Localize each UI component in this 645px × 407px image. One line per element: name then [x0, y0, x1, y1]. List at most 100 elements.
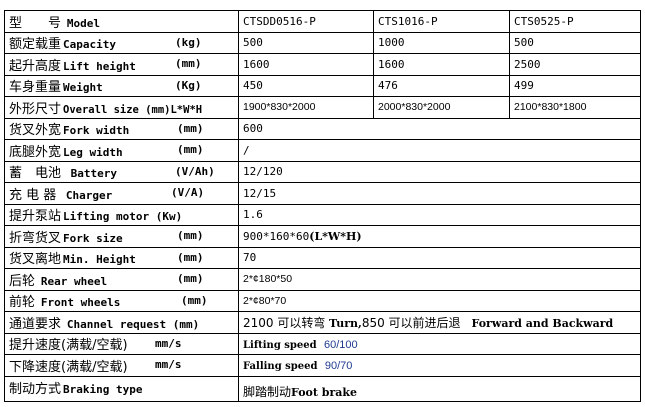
- model-cell: CTS1016-P: [373, 10, 510, 33]
- label-cell: 前轮 Front wheels (mm): [4, 289, 239, 312]
- model-cell: CTSDD0516-P: [238, 10, 374, 33]
- label-en: Lift height: [63, 59, 136, 73]
- value-cell: 12/15: [238, 182, 641, 205]
- fork-size-suffix: (L*W*H): [309, 229, 362, 243]
- label-cn: 型 号: [9, 15, 62, 31]
- label-cn: 下降速度(满载/空载): [9, 359, 128, 375]
- value-cell: 2*¢180*50: [238, 268, 641, 291]
- value-cell: 499: [509, 74, 641, 97]
- value-cell: 1000: [373, 31, 510, 54]
- fork-size-value: 900*160*60: [243, 229, 310, 243]
- table-row-front-wheels: 前轮 Front wheels (mm) 2*¢80*70: [4, 289, 641, 312]
- label-unit: (mm): [177, 250, 204, 264]
- label-unit: (mm): [177, 229, 204, 242]
- value-cell: 1600: [238, 53, 374, 76]
- value-cell: 1.6: [238, 203, 641, 226]
- speed-label: Falling speed: [243, 361, 318, 373]
- label-cn: 提升速度(满载/空载): [9, 338, 128, 354]
- value-cell: 1900*830*2000: [238, 96, 374, 119]
- label-unit: mm/s: [155, 358, 182, 371]
- label-cell: 提升泵站 Lifting motor (Kw): [4, 203, 239, 226]
- value-cell: Lifting speed 60/100: [238, 332, 641, 355]
- label-en: Channel request (mm): [66, 317, 200, 331]
- table-row-capacity: 额定载重 Capacity (kg) 500 1000 500: [4, 31, 641, 54]
- value-cell: 500: [238, 31, 374, 54]
- label-unit: (mm): [175, 57, 202, 70]
- table-row-lift-height: 起升高度 Lift height (mm) 1600 1600 2500: [4, 53, 641, 76]
- table-row-overall-size: 外形尺寸 Overall size (mm)L*W*H 1900*830*2000…: [4, 96, 641, 119]
- label-cn: 货叉外宽: [9, 123, 62, 139]
- label-en: Front wheels: [40, 296, 121, 310]
- value-cell: 12/120: [238, 160, 641, 183]
- table-row-weight: 车身重量 Weight (Kg) 450 476 499: [4, 74, 641, 97]
- label-cell: 型 号 Model: [4, 10, 239, 33]
- table-row-battery: 蓄 电池 Battery (V/Ah) 12/120: [4, 160, 641, 183]
- table-row-min-height: 货叉离地 Min. Height (mm) 70: [4, 246, 641, 269]
- value-cell: 2100*830*1800: [509, 96, 641, 119]
- label-unit: (mm): [177, 272, 204, 285]
- label-cell: 起升高度 Lift height (mm): [4, 53, 239, 76]
- value-cell: 900*160*60(L*W*H): [238, 225, 641, 248]
- value-cell: 450: [238, 74, 374, 97]
- label-en: Rear wheel: [40, 274, 108, 288]
- speed-label: Lifting speed: [243, 339, 317, 351]
- label-en: Weight: [63, 81, 103, 95]
- label-cn: 充 电 器: [9, 187, 57, 203]
- table-row-fork-size: 折弯货叉 Fork size (mm) 900*160*60(L*W*H): [4, 225, 641, 248]
- label-unit: (mm): [177, 121, 204, 135]
- value-cell: 脚踏制动Foot brake: [238, 375, 641, 402]
- channel-turn-en: Turn,: [329, 316, 362, 330]
- label-cn: 货叉离地: [9, 252, 62, 268]
- value-cell: 70: [238, 246, 641, 269]
- label-cell: 提升速度(满载/空载) mm/s: [4, 332, 239, 355]
- label-unit: (mm): [177, 143, 204, 156]
- label-cn: 制动方式: [9, 381, 62, 397]
- label-en: Overall size (mm)L*W*H: [63, 103, 203, 116]
- label-en: Capacity: [63, 38, 116, 52]
- channel-turn: 2100 可以转弯: [243, 315, 326, 330]
- table-row-rear-wheel: 后轮 Rear wheel (mm) 2*¢180*50: [4, 268, 641, 291]
- brake-cn: 脚踏制动: [243, 384, 292, 399]
- table-row-lifting-speed: 提升速度(满载/空载) mm/s Lifting speed 60/100: [4, 332, 641, 355]
- table-row-model: 型 号 Model CTSDD0516-P CTS1016-P CTS0525-…: [4, 10, 641, 33]
- speed-value: 60/100: [323, 338, 358, 351]
- label-cell: 制动方式 Braking type: [4, 375, 239, 402]
- channel-forward-en: Forward and Backward: [471, 316, 614, 330]
- value-cell: 500: [509, 31, 641, 54]
- value-cell: 2100 可以转弯 Turn,850 可以前进后退 Forward and Ba…: [238, 311, 641, 334]
- speed-value: 90/70: [324, 360, 353, 373]
- label-cell: 外形尺寸 Overall size (mm)L*W*H: [4, 96, 239, 119]
- label-cell: 充 电 器 Charger (V/A): [4, 182, 239, 205]
- value-cell: 600: [238, 117, 641, 140]
- model-cell: CTS0525-P: [509, 10, 641, 33]
- label-en: Model: [66, 16, 100, 30]
- label-cn: 底腿外宽: [9, 144, 62, 160]
- label-cell: 额定载重 Capacity (kg): [4, 31, 239, 54]
- label-cell: 通道要求 Channel request (mm): [4, 311, 239, 334]
- value-cell: 2*¢80*70: [238, 289, 641, 312]
- label-unit: (mm): [181, 293, 208, 307]
- table-row-braking-type: 制动方式 Braking type 脚踏制动Foot brake: [4, 375, 641, 402]
- label-en: Fork size: [63, 231, 123, 245]
- label-cn: 车身重量: [9, 80, 62, 96]
- label-cn: 起升高度: [9, 58, 62, 74]
- label-en: Charger: [65, 188, 113, 202]
- label-cell: 货叉离地 Min. Height (mm): [4, 246, 239, 269]
- label-cn: 额定载重: [9, 37, 62, 53]
- brake-en: Foot brake: [291, 385, 358, 399]
- label-cell: 折弯货叉 Fork size (mm): [4, 225, 239, 248]
- label-cell: 货叉外宽 Fork width (mm): [4, 117, 239, 140]
- label-cell: 蓄 电池 Battery (V/Ah): [4, 160, 239, 183]
- table-row-channel-request: 通道要求 Channel request (mm) 2100 可以转弯 Turn…: [4, 311, 641, 334]
- label-cn: 后轮: [9, 273, 36, 289]
- label-cn: 外形尺寸: [9, 101, 62, 117]
- label-cell: 后轮 Rear wheel (mm): [4, 268, 239, 291]
- spec-table: 型 号 Model CTSDD0516-P CTS1016-P CTS0525-…: [4, 10, 641, 402]
- label-cn: 折弯货叉: [9, 230, 62, 246]
- value-cell: 2000*830*2000: [373, 96, 510, 119]
- label-en: Fork width: [63, 124, 130, 138]
- label-en: Battery: [70, 167, 118, 181]
- label-cn: 蓄 电池: [9, 166, 62, 182]
- label-en: Braking type: [63, 382, 143, 396]
- value-cell: 476: [373, 74, 510, 97]
